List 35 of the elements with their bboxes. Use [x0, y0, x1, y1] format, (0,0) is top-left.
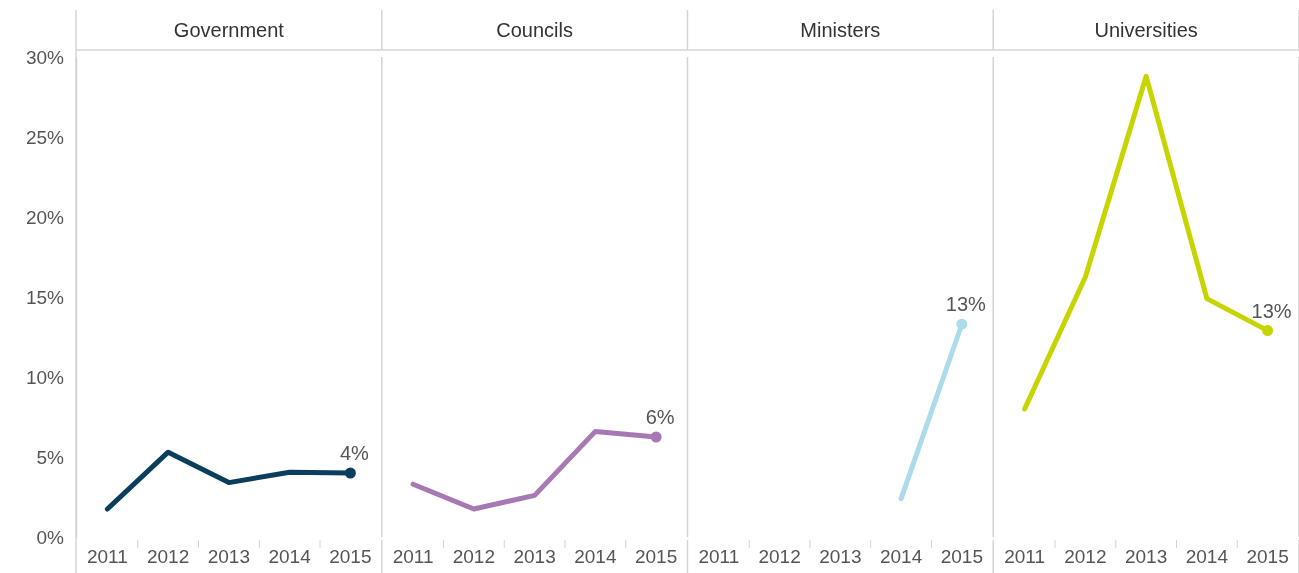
data-label: 13%	[945, 293, 987, 316]
x-tick-label: 2012	[452, 546, 496, 568]
x-tick-label: 2014	[879, 546, 923, 568]
x-tick-label: 2013	[513, 546, 556, 568]
x-tick-label: 2013	[1124, 546, 1168, 568]
x-tick-label: 2014	[1185, 546, 1229, 568]
x-tick-label: 2012	[1064, 546, 1107, 568]
data-label: 4%	[339, 442, 370, 464]
chart-title: Universities	[1094, 19, 1198, 41]
x-tick-label: 2012	[758, 546, 801, 568]
y-tick-label: 10%	[25, 366, 65, 388]
data-label: 6%	[645, 406, 675, 428]
chart-title: Government	[173, 19, 285, 41]
x-tick-label: 2011	[1004, 546, 1046, 568]
x-tick-label: 2013	[819, 546, 862, 568]
x-tick-label: 2014	[574, 546, 617, 568]
x-tick-label: 2014	[268, 546, 312, 568]
x-tick-label: 2011	[86, 546, 128, 568]
data-label: 13%	[1251, 299, 1292, 322]
x-tick-label: 2015	[1246, 546, 1289, 568]
x-tick-label: 2011	[698, 546, 740, 568]
x-tick-label: 2011	[392, 546, 434, 568]
x-tick-label: 2012	[146, 546, 190, 568]
chart-title: Councils	[496, 19, 573, 41]
chart-title: Ministers	[800, 19, 881, 41]
y-tick-label: 30%	[25, 46, 65, 68]
x-tick-label: 2015	[940, 546, 984, 568]
y-tick-label: 20%	[25, 206, 65, 228]
y-tick-label: 0%	[36, 526, 65, 548]
y-tick-label: 25%	[25, 126, 65, 148]
y-tick-label: 15%	[25, 286, 65, 308]
x-tick-label: 2015	[329, 546, 372, 568]
y-tick-label: 5%	[36, 446, 65, 468]
x-tick-label: 2013	[207, 546, 251, 568]
x-tick-label: 2015	[634, 546, 678, 568]
